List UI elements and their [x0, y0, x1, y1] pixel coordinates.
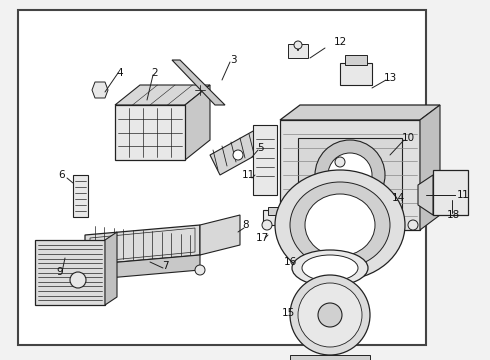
Circle shape — [318, 303, 342, 327]
Circle shape — [298, 283, 362, 347]
Polygon shape — [85, 225, 200, 265]
Polygon shape — [420, 105, 440, 230]
Text: 11: 11 — [242, 170, 255, 180]
Bar — [35, 240, 105, 305]
Bar — [345, 55, 367, 65]
Polygon shape — [92, 82, 108, 98]
Bar — [288, 44, 308, 58]
Circle shape — [328, 153, 372, 197]
Text: 15: 15 — [281, 308, 294, 318]
Bar — [73, 175, 88, 217]
Circle shape — [290, 275, 370, 355]
Bar — [290, 355, 370, 360]
Text: 7: 7 — [162, 261, 168, 271]
Polygon shape — [185, 85, 210, 160]
Text: 18: 18 — [446, 210, 460, 220]
Circle shape — [294, 41, 302, 49]
Ellipse shape — [292, 250, 368, 286]
Text: 9: 9 — [57, 267, 63, 277]
Polygon shape — [85, 255, 200, 280]
Ellipse shape — [275, 170, 405, 280]
Polygon shape — [115, 85, 210, 105]
Text: 14: 14 — [392, 193, 405, 203]
Circle shape — [335, 157, 345, 167]
Text: 17: 17 — [255, 233, 269, 243]
Text: 5: 5 — [257, 143, 263, 153]
Polygon shape — [200, 215, 240, 255]
Polygon shape — [210, 130, 265, 175]
Circle shape — [70, 272, 86, 288]
Bar — [253, 125, 277, 195]
Bar — [433, 170, 468, 215]
Circle shape — [233, 150, 243, 160]
Ellipse shape — [302, 255, 358, 281]
Text: 1: 1 — [457, 190, 464, 200]
Bar — [268, 207, 278, 215]
Polygon shape — [280, 105, 440, 120]
Circle shape — [262, 220, 272, 230]
Bar — [18, 10, 426, 345]
Polygon shape — [172, 60, 225, 105]
Text: 16: 16 — [283, 257, 296, 267]
Text: 8: 8 — [243, 220, 249, 230]
Circle shape — [195, 265, 205, 275]
Polygon shape — [280, 120, 420, 230]
Circle shape — [408, 220, 418, 230]
Text: 10: 10 — [401, 133, 415, 143]
Text: 3: 3 — [230, 55, 236, 65]
Bar — [340, 63, 372, 85]
Polygon shape — [298, 138, 402, 212]
Circle shape — [335, 283, 345, 293]
Circle shape — [315, 140, 385, 210]
Text: 6: 6 — [59, 170, 65, 180]
Text: 13: 13 — [383, 73, 396, 83]
Bar — [263, 210, 281, 225]
Text: 1: 1 — [462, 190, 468, 200]
Polygon shape — [105, 232, 117, 305]
Ellipse shape — [290, 182, 390, 268]
Polygon shape — [418, 175, 433, 215]
Text: 4: 4 — [117, 68, 123, 78]
Bar — [115, 105, 185, 160]
Text: 12: 12 — [333, 37, 346, 47]
Ellipse shape — [305, 194, 375, 256]
Text: 2: 2 — [152, 68, 158, 78]
